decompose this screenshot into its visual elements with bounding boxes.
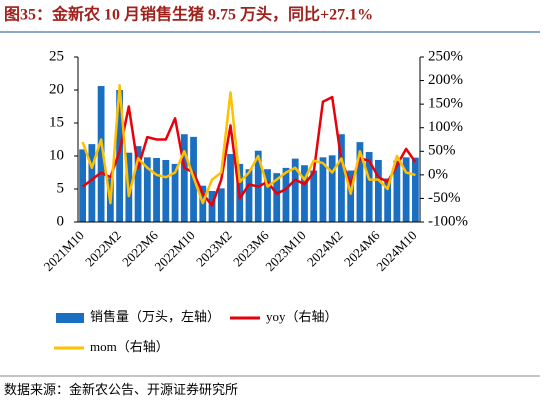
- bar: [356, 142, 364, 222]
- bar: [393, 160, 401, 222]
- bar: [328, 155, 336, 222]
- legend-label: 销售量（万头，左轴）: [90, 309, 220, 324]
- bar: [245, 169, 253, 222]
- bar: [88, 144, 96, 222]
- bar: [116, 90, 123, 222]
- bar: [365, 152, 373, 222]
- bar: [264, 169, 271, 222]
- y2-tick-label: 250%: [428, 48, 463, 64]
- bar: [227, 154, 234, 222]
- bar: [153, 157, 160, 222]
- y2-tick-label: -100%: [428, 213, 468, 229]
- x-tick-label: 2021M10: [40, 228, 86, 274]
- x-tick-label: 2022M2: [82, 228, 124, 270]
- bar: [310, 170, 318, 222]
- bar: [301, 165, 308, 222]
- y2-tick-label: 150%: [428, 96, 463, 112]
- bar: [171, 163, 179, 222]
- bar: [347, 170, 355, 222]
- bar: [384, 178, 392, 222]
- y-tick-label: 15: [49, 114, 64, 130]
- legend-label: mom（右轴）: [90, 339, 169, 354]
- y-tick-label: 0: [57, 213, 65, 229]
- y-tick-label: 25: [49, 48, 64, 64]
- y-tick-label: 5: [57, 180, 65, 196]
- bar: [97, 86, 105, 222]
- y2-tick-label: 100%: [428, 119, 463, 135]
- legend-label: yoy（右轴）: [266, 309, 338, 324]
- y-tick-label: 20: [49, 81, 64, 97]
- bar: [338, 134, 345, 222]
- bar: [217, 188, 225, 222]
- y2-tick-label: 50%: [428, 143, 456, 159]
- bar: [180, 134, 188, 222]
- line: [81, 84, 416, 205]
- bar: [375, 159, 382, 222]
- line: [81, 95, 417, 207]
- y2-tick-label: -50%: [428, 190, 461, 206]
- bar: [411, 157, 419, 222]
- y-tick-label: 10: [49, 147, 64, 163]
- x-tick-label: 2024M2: [304, 228, 346, 270]
- y2-tick-label: 200%: [428, 72, 463, 88]
- chart-title: 图35：金新农 10 月销售生猪 9.75 万头，同比+27.1%: [4, 5, 373, 24]
- x-tick-label: 2023M10: [262, 228, 308, 274]
- bar: [319, 157, 327, 222]
- bar: [143, 157, 151, 222]
- bar: [291, 158, 299, 222]
- bar: [273, 173, 281, 222]
- legend-swatch: [56, 313, 84, 323]
- bar: [402, 157, 410, 222]
- y2-tick-label: 0%: [428, 166, 448, 182]
- bar: [134, 146, 142, 222]
- bar: [282, 167, 290, 222]
- source: 数据来源：金新农公告、开源证券研究所: [4, 382, 238, 397]
- x-tick-label: 2023M2: [193, 228, 235, 270]
- x-tick-label: 2024M10: [373, 228, 419, 274]
- bar: [162, 159, 170, 222]
- x-tick-label: 2022M10: [151, 228, 197, 274]
